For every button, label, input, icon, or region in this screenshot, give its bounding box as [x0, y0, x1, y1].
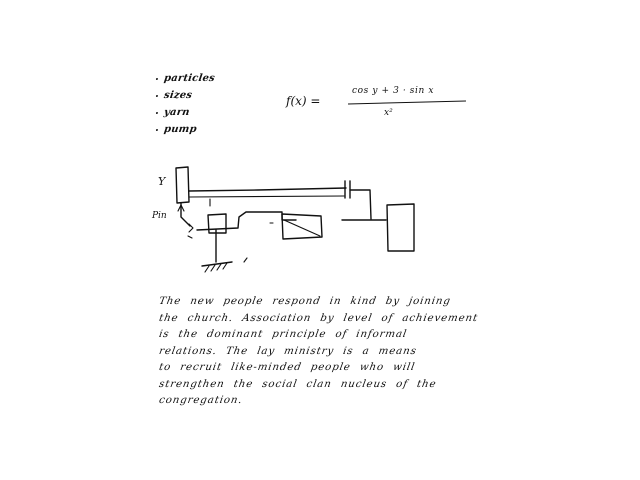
- diagram-label-x: Pin: [152, 211, 167, 221]
- handwritten-paragraph: The new people respond in kind by joinin…: [158, 296, 510, 412]
- paragraph-line: is the dominant principle of informal: [158, 329, 408, 340]
- formula-numerator: cos y + 3 · sin x: [352, 86, 435, 96]
- sketch-pivot-tail: [187, 235, 193, 239]
- sketch-top-rail: [188, 187, 347, 192]
- sketch-left-block: [175, 166, 190, 204]
- paragraph-line: The new people respond in kind by joinin…: [158, 296, 452, 307]
- sketch-arrow: [177, 204, 185, 212]
- paragraph-line: strengthen the social clan nucleus of th…: [158, 378, 438, 390]
- diagram-label-y: Y: [158, 175, 166, 188]
- sketch-left-stem: [180, 202, 191, 227]
- sketch-pivot: [188, 223, 194, 233]
- paragraph-line: relations. The lay ministry is a means: [158, 345, 418, 357]
- paragraph-line: to recruit like-minded people who will: [158, 362, 417, 373]
- handwritten-formula: f(x) = cos y + 3 · sin x x²: [286, 86, 476, 136]
- sketch-ground-tick: [243, 257, 248, 263]
- sketch-top-rail-lower: [188, 195, 345, 198]
- sketch-diagonal: [283, 219, 321, 237]
- sketch-ground-hatch: [204, 262, 228, 273]
- paragraph-line: congregation.: [158, 395, 244, 406]
- formula-denominator: x²: [384, 108, 393, 118]
- sketch-mid-block-left: [207, 213, 227, 234]
- formula-lhs: f(x) =: [286, 94, 321, 108]
- sketch-right-block: [386, 203, 415, 252]
- sketch-diagonal-box: [281, 213, 323, 240]
- sketch-ground-line: [201, 261, 233, 267]
- sketch-top-rail-right: [349, 189, 372, 220]
- paragraph-line: the church. Association by level of achi…: [158, 312, 479, 324]
